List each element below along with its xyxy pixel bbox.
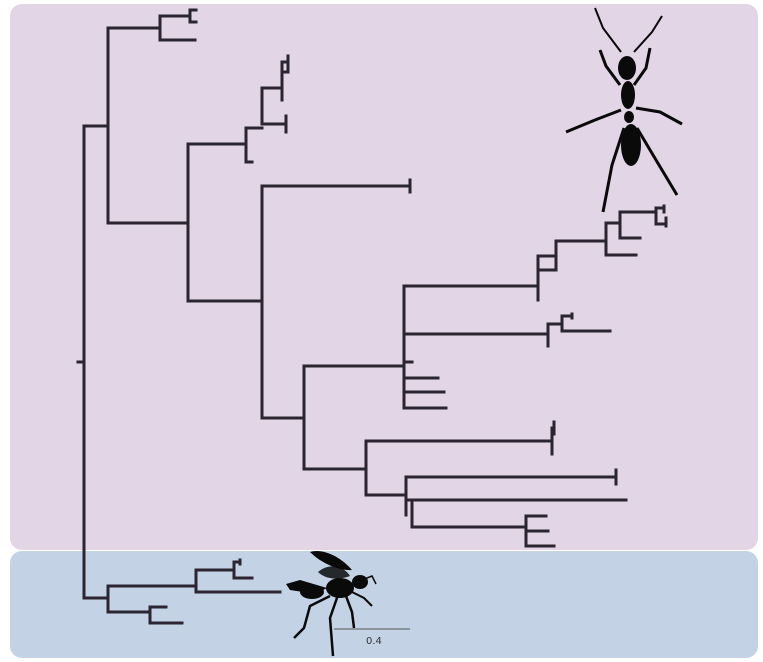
scale-bar-label: 0.4 bbox=[366, 636, 382, 647]
tree-branches bbox=[76, 8, 668, 625]
scale-bar: 0.4 bbox=[334, 628, 410, 647]
ant-silhouette-icon bbox=[565, 7, 683, 213]
upper-clade-panel bbox=[10, 4, 758, 550]
wasp-silhouette-icon bbox=[286, 550, 377, 657]
lower-clade-panel bbox=[10, 551, 758, 658]
